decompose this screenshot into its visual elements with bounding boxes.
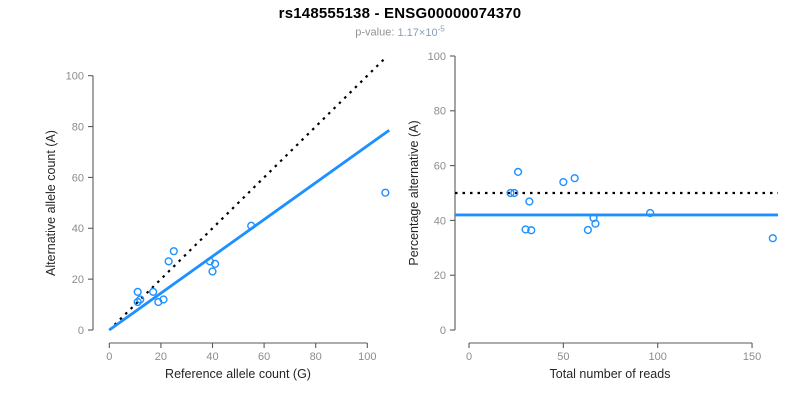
right-series-layer — [455, 167, 778, 243]
y-tick-label: 40 — [72, 223, 84, 235]
data-point — [570, 174, 579, 183]
data-point — [510, 188, 519, 198]
x-tick-label: 80 — [310, 351, 322, 363]
fit-line — [108, 129, 391, 332]
y-tick-label: 80 — [72, 121, 84, 133]
data-point — [149, 287, 158, 296]
y-tick-label: 60 — [72, 172, 84, 184]
right-axes-layer: 0 50 100 150 0 20 40 60 80 100 — [428, 51, 762, 363]
left-scatter-allele-counts: 0 20 40 60 80 100 0 20 40 60 80 100 Reference allel… — [44, 57, 391, 381]
pvalue-exponent: -5 — [437, 24, 445, 33]
x-tick-label: 100 — [358, 351, 376, 363]
data-point — [513, 167, 523, 177]
x-tick-label: 150 — [743, 351, 761, 363]
data-point — [583, 225, 592, 235]
data-point — [768, 234, 777, 243]
pvalue-value: 1.17×10-5 — [397, 24, 445, 39]
x-tick-label: 40 — [206, 351, 218, 363]
data-point — [164, 257, 173, 266]
pvalue-label: p-value: — [355, 26, 395, 39]
data-point — [208, 267, 217, 276]
y-tick-label: 0 — [440, 325, 446, 337]
data-point — [133, 287, 142, 296]
y-tick-label: 80 — [434, 106, 446, 118]
data-point — [521, 225, 530, 234]
y-tick-label: 20 — [72, 274, 84, 286]
y-tick-label: 100 — [66, 71, 84, 83]
left-x-axis-title: Reference allele count (G) — [165, 367, 311, 381]
identity-line — [108, 57, 388, 331]
y-tick-label: 0 — [78, 325, 84, 337]
data-point — [136, 295, 145, 304]
right-x-axis-title: Total number of reads — [550, 367, 671, 381]
right-y-axis-title: Percentage alternative (A) — [407, 120, 421, 265]
y-tick-label: 40 — [434, 215, 446, 227]
y-tick-label: 20 — [434, 270, 446, 282]
left-series-layer — [108, 57, 391, 332]
y-tick-label: 100 — [428, 51, 446, 63]
data-point — [506, 188, 515, 198]
left-y-axis-title: Alternative allele count (A) — [44, 130, 58, 276]
data-point — [525, 197, 534, 206]
x-tick-label: 20 — [155, 351, 167, 363]
data-point — [646, 208, 655, 218]
y-tick-label: 60 — [434, 160, 446, 172]
plot-subtitle: p-value: 1.17×10-5 — [0, 24, 800, 39]
data-point — [159, 295, 168, 304]
data-point — [247, 221, 256, 230]
x-tick-label: 0 — [466, 351, 472, 363]
data-point — [210, 259, 220, 268]
data-point — [381, 188, 390, 197]
x-tick-label: 50 — [557, 351, 569, 363]
data-point — [133, 297, 142, 307]
x-tick-label: 0 — [106, 351, 112, 363]
plot-title: rs148555138 - ENSG00000074370 — [278, 5, 522, 22]
data-point — [527, 226, 536, 235]
x-tick-label: 100 — [649, 351, 667, 363]
data-point — [591, 219, 600, 228]
left-axes-layer: 0 20 40 60 80 100 0 20 40 60 80 100 — [66, 71, 377, 363]
x-tick-label: 60 — [258, 351, 270, 363]
pvalue-times: ×10 — [418, 26, 438, 39]
data-point — [169, 247, 178, 256]
right-scatter-percentage: 0 50 100 150 0 20 40 60 80 100 Total number of re… — [407, 51, 778, 381]
data-point — [559, 177, 568, 187]
pvalue-mantissa: 1.17 — [397, 26, 419, 39]
